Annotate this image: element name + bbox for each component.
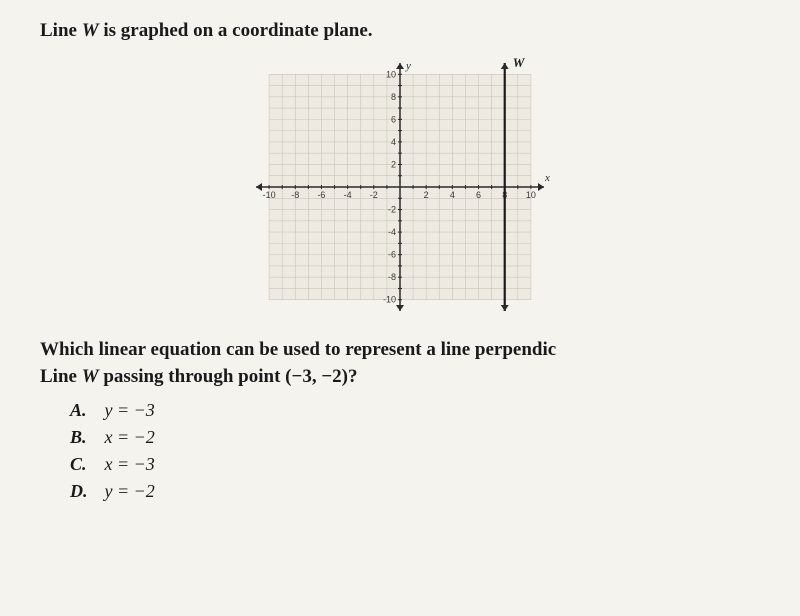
heading-prefix: Line xyxy=(40,20,82,41)
svg-text:4: 4 xyxy=(391,137,396,147)
svg-text:2: 2 xyxy=(424,190,429,200)
choice-a: A. y = −3 xyxy=(70,400,760,421)
question-line2-prefix: Line xyxy=(40,366,82,387)
svg-text:10: 10 xyxy=(526,190,536,200)
svg-text:-4: -4 xyxy=(388,227,396,237)
svg-text:-2: -2 xyxy=(370,190,378,200)
svg-text:W: W xyxy=(513,57,526,70)
svg-text:4: 4 xyxy=(450,190,455,200)
svg-text:x: x xyxy=(544,172,550,184)
heading-var: W xyxy=(82,20,99,41)
question-line2-var: W xyxy=(82,366,99,387)
svg-text:-10: -10 xyxy=(383,295,396,305)
choice-a-eq: y = −3 xyxy=(105,400,155,420)
svg-text:10: 10 xyxy=(386,69,396,79)
choice-d-label: D. xyxy=(70,481,100,502)
svg-text:-4: -4 xyxy=(344,190,352,200)
svg-text:-2: -2 xyxy=(388,205,396,215)
svg-text:-6: -6 xyxy=(388,250,396,260)
svg-text:-6: -6 xyxy=(317,190,325,200)
svg-text:6: 6 xyxy=(476,190,481,200)
problem-heading: Line W is graphed on a coordinate plane. xyxy=(40,20,760,42)
coordinate-graph: -10-10-8-8-6-6-4-4-2-2224466881010xyW xyxy=(250,57,550,317)
question-line1: Which linear equation can be used to rep… xyxy=(40,339,556,360)
question-text: Which linear equation can be used to rep… xyxy=(40,337,760,390)
choice-c-eq: x = −3 xyxy=(105,454,155,474)
choice-c: C. x = −3 xyxy=(70,454,760,475)
choice-d: D. y = −2 xyxy=(70,481,760,502)
svg-text:2: 2 xyxy=(391,159,396,169)
choice-c-label: C. xyxy=(70,454,100,475)
svg-text:y: y xyxy=(405,60,411,72)
choice-b-eq: x = −2 xyxy=(105,427,155,447)
choice-d-eq: y = −2 xyxy=(105,481,155,501)
svg-text:-8: -8 xyxy=(291,190,299,200)
heading-suffix: is graphed on a coordinate plane. xyxy=(99,20,373,41)
choice-b-label: B. xyxy=(70,427,100,448)
svg-text:6: 6 xyxy=(391,114,396,124)
choice-b: B. x = −2 xyxy=(70,427,760,448)
question-line2-suffix: passing through point (−3, −2)? xyxy=(99,366,358,387)
graph-container: -10-10-8-8-6-6-4-4-2-2224466881010xyW xyxy=(40,57,760,317)
svg-text:-8: -8 xyxy=(388,272,396,282)
choice-a-label: A. xyxy=(70,400,100,421)
answer-choices: A. y = −3 B. x = −2 C. x = −3 D. y = −2 xyxy=(40,400,760,502)
svg-text:8: 8 xyxy=(391,92,396,102)
svg-text:-10: -10 xyxy=(263,190,276,200)
